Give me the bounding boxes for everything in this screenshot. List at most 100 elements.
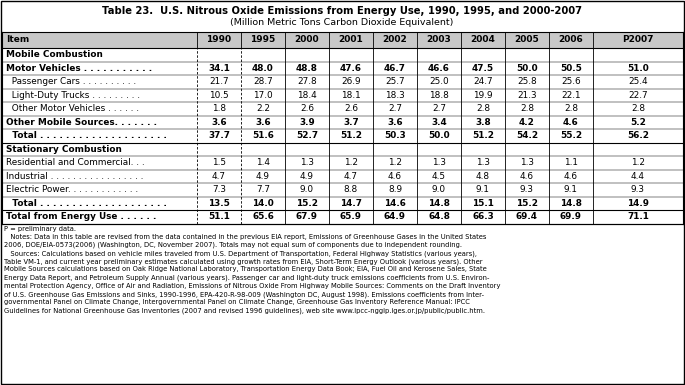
Text: 64.8: 64.8: [428, 212, 450, 221]
Text: 1.2: 1.2: [631, 158, 645, 167]
Text: 21.7: 21.7: [209, 77, 229, 86]
Text: P2007: P2007: [622, 35, 653, 45]
Text: 46.7: 46.7: [384, 64, 406, 73]
Text: 27.8: 27.8: [297, 77, 317, 86]
Text: 25.0: 25.0: [429, 77, 449, 86]
Text: mental Protection Agency, Office of Air and Radiation, Emissions of Nitrous Oxid: mental Protection Agency, Office of Air …: [4, 283, 501, 289]
Text: 50.0: 50.0: [516, 64, 538, 73]
Text: 19.9: 19.9: [473, 91, 493, 100]
Text: of U.S. Greenhouse Gas Emissions and Sinks, 1990-1996, EPA-420-R-98-009 (Washing: of U.S. Greenhouse Gas Emissions and Sin…: [4, 291, 484, 298]
Text: 2000: 2000: [295, 35, 319, 45]
Text: 2.7: 2.7: [432, 104, 446, 113]
Text: Electric Power. . . . . . . . . . . . .: Electric Power. . . . . . . . . . . . .: [6, 185, 138, 194]
Text: 54.2: 54.2: [516, 131, 538, 140]
Text: Stationary Combustion: Stationary Combustion: [6, 145, 122, 154]
Text: 4.7: 4.7: [344, 172, 358, 181]
Text: 1.4: 1.4: [256, 158, 270, 167]
Text: 14.9: 14.9: [627, 199, 649, 208]
Text: 3.6: 3.6: [387, 118, 403, 127]
Text: 9.3: 9.3: [520, 185, 534, 194]
Text: 10.5: 10.5: [209, 91, 229, 100]
Text: Other Motor Vehicles . . . . . .: Other Motor Vehicles . . . . . .: [6, 104, 139, 113]
Text: 7.3: 7.3: [212, 185, 226, 194]
Text: 18.8: 18.8: [429, 91, 449, 100]
Text: 17.0: 17.0: [253, 91, 273, 100]
Text: 51.6: 51.6: [252, 131, 274, 140]
Text: Total . . . . . . . . . . . . . . . . . . . .: Total . . . . . . . . . . . . . . . . . …: [6, 131, 167, 140]
Text: 2002: 2002: [383, 35, 408, 45]
Text: 26.9: 26.9: [341, 77, 361, 86]
Text: 67.9: 67.9: [296, 212, 318, 221]
Text: 51.1: 51.1: [208, 212, 230, 221]
Text: 14.8: 14.8: [428, 199, 450, 208]
Text: 47.6: 47.6: [340, 64, 362, 73]
Text: 25.8: 25.8: [517, 77, 537, 86]
Text: 48.8: 48.8: [296, 64, 318, 73]
Text: 15.2: 15.2: [296, 199, 318, 208]
Text: 25.7: 25.7: [385, 77, 405, 86]
Text: 2.8: 2.8: [520, 104, 534, 113]
Text: 64.9: 64.9: [384, 212, 406, 221]
Text: 2004: 2004: [471, 35, 495, 45]
Text: 2.8: 2.8: [631, 104, 645, 113]
Text: 18.1: 18.1: [341, 91, 361, 100]
Text: 69.9: 69.9: [560, 212, 582, 221]
Text: 50.0: 50.0: [428, 131, 450, 140]
Text: 1.5: 1.5: [212, 158, 226, 167]
Text: P = preliminary data.: P = preliminary data.: [4, 226, 76, 231]
Text: 69.4: 69.4: [516, 212, 538, 221]
Text: 4.6: 4.6: [388, 172, 402, 181]
Text: 1.3: 1.3: [300, 158, 314, 167]
Text: 65.9: 65.9: [340, 212, 362, 221]
Text: 4.6: 4.6: [563, 118, 579, 127]
Text: 25.4: 25.4: [628, 77, 648, 86]
Text: Total . . . . . . . . . . . . . . . . . . . .: Total . . . . . . . . . . . . . . . . . …: [6, 199, 167, 208]
Text: 37.7: 37.7: [208, 131, 230, 140]
Text: 2005: 2005: [514, 35, 539, 45]
Text: 24.7: 24.7: [473, 77, 493, 86]
Text: 21.3: 21.3: [517, 91, 537, 100]
Text: 50.3: 50.3: [384, 131, 406, 140]
Text: 25.6: 25.6: [561, 77, 581, 86]
Text: 65.6: 65.6: [252, 212, 274, 221]
Text: 51.2: 51.2: [340, 131, 362, 140]
Text: 2.6: 2.6: [300, 104, 314, 113]
Text: 9.1: 9.1: [476, 185, 490, 194]
Text: Energy Data Report, and Petroleum Supply Annual (various years). Passenger car a: Energy Data Report, and Petroleum Supply…: [4, 275, 489, 281]
Text: 2003: 2003: [427, 35, 451, 45]
Text: 2.7: 2.7: [388, 104, 402, 113]
Text: Total from Energy Use . . . . . .: Total from Energy Use . . . . . .: [6, 212, 156, 221]
Text: 1.1: 1.1: [564, 158, 578, 167]
Text: 4.9: 4.9: [300, 172, 314, 181]
Text: Mobile Sources calculations based on Oak Ridge National Laboratory, Transportati: Mobile Sources calculations based on Oak…: [4, 266, 487, 273]
Text: 4.8: 4.8: [476, 172, 490, 181]
Text: Item: Item: [6, 35, 29, 45]
Text: 2006, DOE/EIA-0573(2006) (Washington, DC, November 2007). Totals may not equal s: 2006, DOE/EIA-0573(2006) (Washington, DC…: [4, 242, 462, 248]
Text: 71.1: 71.1: [627, 212, 649, 221]
Text: 3.4: 3.4: [431, 118, 447, 127]
Text: Mobile Combustion: Mobile Combustion: [6, 50, 103, 59]
Text: 34.1: 34.1: [208, 64, 230, 73]
Text: governmental Panel on Climate Change, Intergovernmental Panel on Climate Change,: governmental Panel on Climate Change, In…: [4, 299, 470, 305]
Text: 15.2: 15.2: [516, 199, 538, 208]
Text: 4.6: 4.6: [520, 172, 534, 181]
Text: 9.1: 9.1: [564, 185, 578, 194]
Text: 7.7: 7.7: [256, 185, 270, 194]
Text: 8.8: 8.8: [344, 185, 358, 194]
Text: Table VM-1, and current year preliminary estimates calculated using growth rates: Table VM-1, and current year preliminary…: [4, 258, 483, 265]
Text: 55.2: 55.2: [560, 131, 582, 140]
Text: 18.3: 18.3: [385, 91, 405, 100]
Text: 15.1: 15.1: [472, 199, 494, 208]
Text: Sources: Calculations based on vehicle miles traveled from U.S. Department of Tr: Sources: Calculations based on vehicle m…: [4, 250, 477, 256]
Text: Residential and Commercial. . .: Residential and Commercial. . .: [6, 158, 145, 167]
Text: Other Mobile Sources. . . . . . .: Other Mobile Sources. . . . . . .: [6, 118, 157, 127]
Text: Light-Duty Trucks . . . . . . . . .: Light-Duty Trucks . . . . . . . . .: [6, 91, 140, 100]
Text: Passenger Cars . . . . . . . . . .: Passenger Cars . . . . . . . . . .: [6, 77, 136, 86]
Text: Motor Vehicles . . . . . . . . . . .: Motor Vehicles . . . . . . . . . . .: [6, 64, 152, 73]
Text: 3.7: 3.7: [343, 118, 359, 127]
Text: 2006: 2006: [559, 35, 584, 45]
Text: 3.6: 3.6: [211, 118, 227, 127]
Text: 2.6: 2.6: [344, 104, 358, 113]
Text: 1.8: 1.8: [212, 104, 226, 113]
Text: 1995: 1995: [251, 35, 275, 45]
